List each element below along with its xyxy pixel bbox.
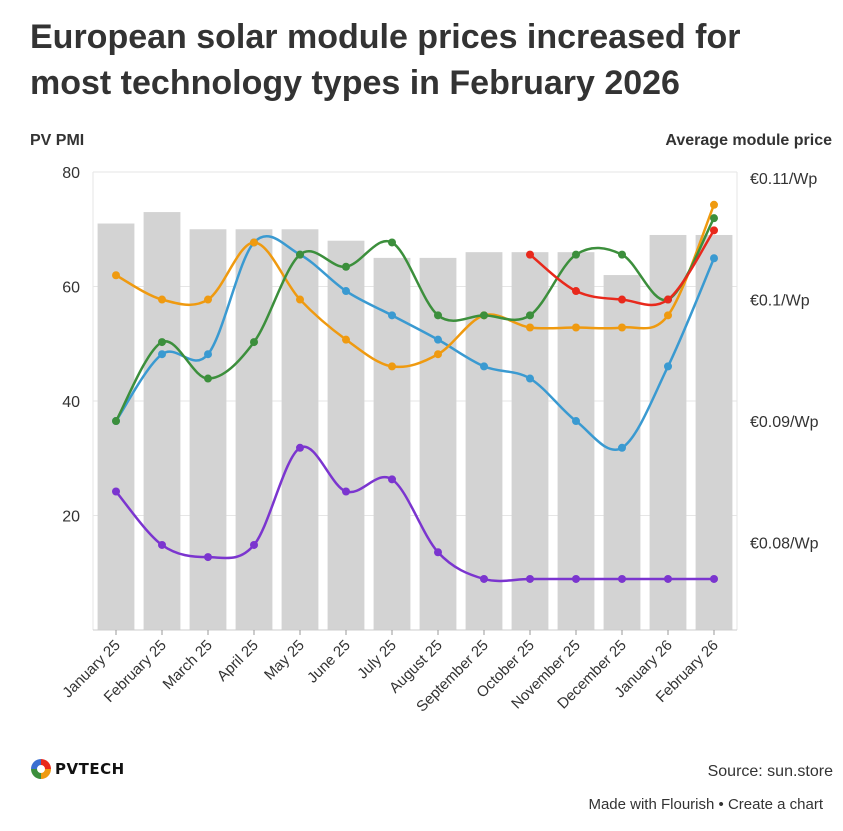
series-point-purple — [572, 574, 580, 583]
series-point-purple — [434, 548, 442, 557]
y2-tick-label: €0.08/Wp — [750, 536, 819, 553]
pvtech-logo[interactable]: PVTECH — [30, 758, 125, 780]
series-point-orange — [204, 295, 212, 304]
series-point-red — [618, 295, 626, 304]
series-point-purple — [526, 574, 534, 583]
x-tick-label: April 25 — [214, 637, 262, 685]
series-point-green — [158, 338, 166, 347]
series-point-orange — [572, 323, 580, 332]
bar — [97, 223, 135, 630]
series-point-green — [618, 250, 626, 259]
y2-tick-label: €0.11/Wp — [750, 171, 817, 188]
bar — [189, 229, 227, 630]
bar — [327, 240, 365, 630]
series-point-orange — [388, 362, 396, 371]
bar — [281, 229, 319, 630]
bar — [557, 252, 595, 630]
series-point-green — [480, 311, 488, 320]
series-point-blue — [388, 311, 396, 320]
series-point-green — [434, 311, 442, 320]
series-point-blue — [572, 417, 580, 426]
right-axis-title: Average module price — [665, 132, 832, 149]
series-point-blue — [618, 443, 626, 452]
series-point-purple — [618, 574, 626, 583]
series-point-red — [526, 250, 534, 259]
series-point-orange — [112, 271, 120, 280]
series-point-green — [388, 238, 396, 247]
series-point-green — [204, 374, 212, 383]
series-point-blue — [480, 362, 488, 371]
source-note: Source: sun.store — [707, 763, 833, 780]
series-point-orange — [618, 323, 626, 332]
series-point-green — [342, 262, 350, 271]
series-point-green — [526, 311, 534, 320]
series-point-green — [250, 338, 258, 347]
series-point-purple — [480, 574, 488, 583]
series-point-blue — [204, 350, 212, 359]
series-point-orange — [434, 350, 442, 359]
series-point-orange — [526, 323, 534, 332]
series-point-red — [710, 226, 718, 235]
made-with-flourish-link[interactable]: Made with Flourish — [588, 796, 715, 813]
pvtech-logo-icon — [31, 759, 51, 779]
series-point-purple — [710, 574, 718, 583]
x-tick-label: June 25 — [304, 637, 354, 687]
series-point-purple — [296, 443, 304, 452]
y2-tick-label: €0.09/Wp — [750, 414, 819, 431]
bar — [511, 252, 549, 630]
series-point-orange — [664, 311, 672, 320]
series-point-purple — [112, 487, 120, 496]
series-point-blue — [526, 374, 534, 383]
bar — [603, 275, 641, 630]
series-point-purple — [342, 487, 350, 496]
series-point-red — [664, 295, 672, 304]
series-point-orange — [342, 335, 350, 344]
y-tick-label: 20 — [62, 509, 80, 526]
series-point-blue — [664, 362, 672, 371]
series-point-purple — [664, 574, 672, 583]
x-tick-label: March 25 — [160, 637, 216, 693]
x-tick-label: July 25 — [354, 637, 400, 683]
series-point-orange — [250, 238, 258, 247]
bar — [465, 252, 503, 630]
series-point-blue — [434, 335, 442, 344]
x-tick-label: May 25 — [261, 637, 308, 684]
series-point-orange — [710, 200, 718, 209]
series-point-purple — [204, 553, 212, 562]
series-point-purple — [250, 540, 258, 549]
series-point-green — [296, 250, 304, 259]
y2-tick-label: €0.1/Wp — [750, 293, 810, 310]
series-point-green — [710, 214, 718, 223]
series-point-blue — [158, 350, 166, 359]
footer-separator: • — [718, 796, 724, 813]
footer-credits: Made with Flourish • Create a chart — [588, 796, 823, 813]
series-point-orange — [158, 295, 166, 304]
series-point-blue — [710, 254, 718, 263]
create-chart-link[interactable]: Create a chart — [727, 796, 823, 813]
bar — [695, 234, 733, 630]
series-line-purple — [114, 445, 716, 583]
logo-text: PVTECH — [55, 760, 125, 778]
bar — [373, 257, 411, 630]
series-point-purple — [158, 540, 166, 549]
bar — [143, 212, 181, 630]
series-point-green — [572, 250, 580, 259]
series-point-purple — [388, 475, 396, 484]
y-tick-label: 40 — [62, 394, 80, 411]
series-point-orange — [296, 295, 304, 304]
y-tick-label: 80 — [62, 165, 80, 182]
chart-title: European solar module prices increased f… — [30, 18, 741, 102]
left-axis-title: PV PMI — [30, 132, 85, 149]
series-point-red — [572, 287, 580, 296]
y-tick-label: 60 — [62, 280, 80, 297]
series-point-blue — [342, 287, 350, 296]
series-point-green — [112, 417, 120, 426]
bar — [235, 229, 273, 630]
